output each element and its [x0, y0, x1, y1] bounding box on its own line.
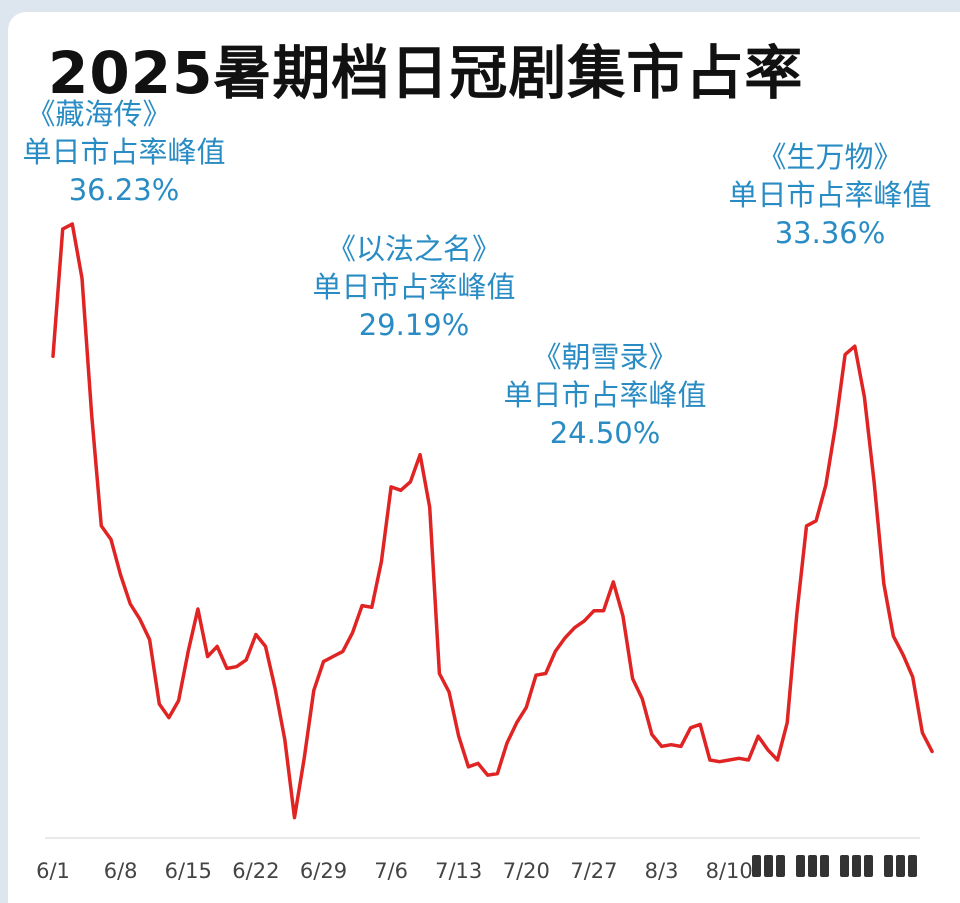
x-tick-label: 6/22 [232, 859, 279, 883]
market-share-line [51, 222, 934, 820]
annotation-label: 单日市占率峰值 [22, 135, 226, 169]
annotation-yifazhiming: 《以法之名》 单日市占率峰值 29.19% [294, 230, 534, 344]
annotation-value: 29.19% [358, 308, 470, 342]
annotation-zhaoxuelu: 《朝雪录》 单日市占率峰值 24.50% [485, 338, 725, 452]
x-tick-label: 7/13 [435, 859, 482, 883]
chart-card [8, 12, 960, 903]
x-tick-label: 7/6 [374, 859, 408, 883]
annotation-value: 24.50% [549, 416, 661, 450]
annotation-show-name: 《以法之名》 [326, 232, 501, 266]
x-tick-label: 7/27 [570, 859, 617, 883]
x-tick-label: 6/8 [104, 859, 138, 883]
annotation-label: 单日市占率峰值 [503, 378, 707, 412]
annotation-show-name: 《朝雪录》 [532, 340, 678, 374]
annotation-value: 36.23% [68, 173, 180, 207]
x-tick-label: 7/20 [503, 859, 550, 883]
x-tick-label: 6/15 [165, 859, 212, 883]
x-tick-labels: 6/1 6/8 6/15 6/22 6/29 7/6 7/13 7/20 7/27 8/3 8/10 [36, 859, 753, 883]
annotation-show-name: 《生万物》 [757, 140, 903, 174]
annotation-shengwanwu: 《生万物》 单日市占率峰值 33.36% [710, 138, 950, 252]
x-tick-label: 6/1 [36, 859, 70, 883]
x-tick-label: 8/3 [645, 859, 679, 883]
chart-title: 2025暑期档日冠剧集市占率 [48, 39, 804, 107]
annotation-label: 单日市占率峰值 [728, 178, 932, 212]
annotation-label: 单日市占率峰值 [312, 270, 516, 304]
annotation-show-name: 《藏海传》 [26, 97, 172, 131]
annotation-canghai: 《藏海传》 单日市占率峰值 36.23% [7, 95, 241, 209]
watermark-logo [752, 852, 917, 880]
annotation-value: 33.36% [774, 216, 886, 250]
x-tick-label: 6/29 [300, 859, 347, 883]
x-tick-label: 8/10 [706, 859, 753, 883]
